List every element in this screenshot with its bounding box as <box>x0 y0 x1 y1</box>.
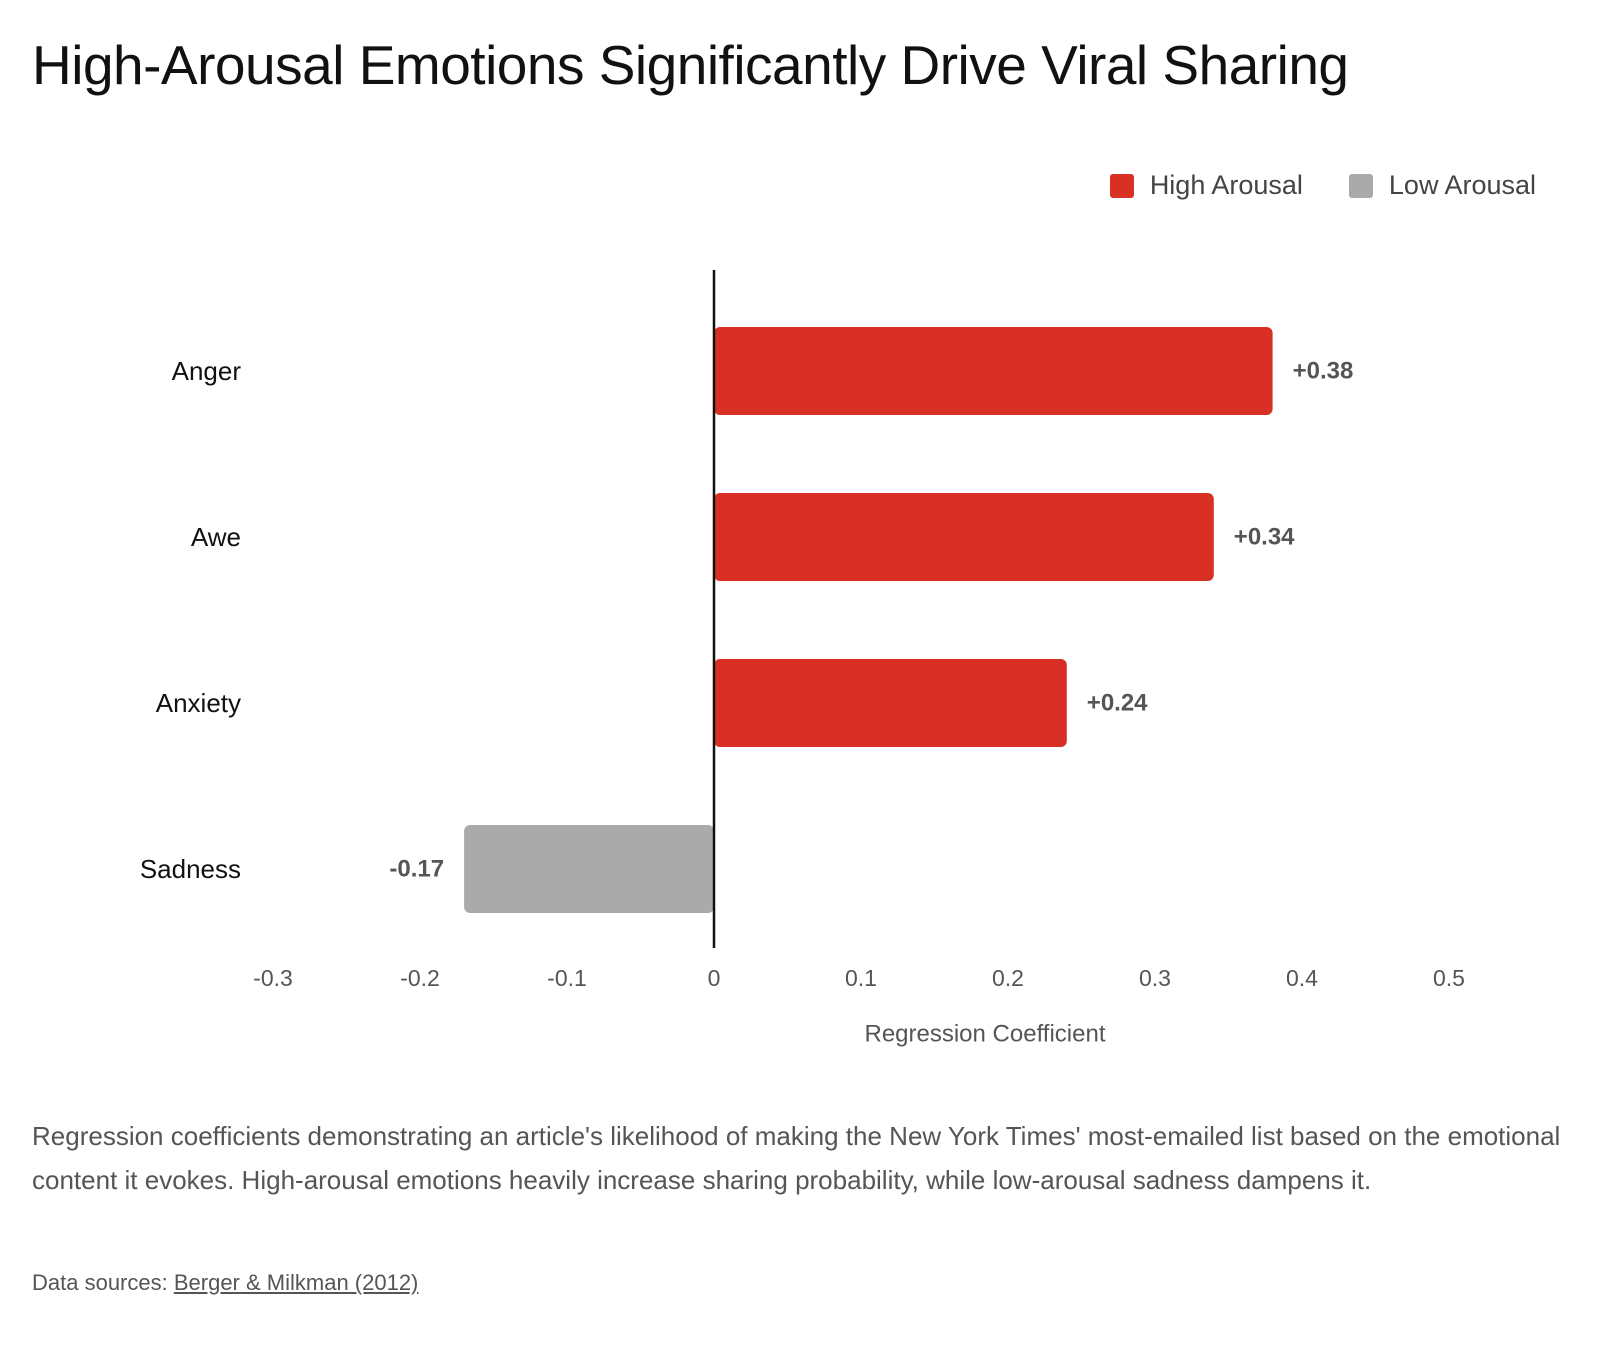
legend: High Arousal Low Arousal <box>1064 170 1536 201</box>
bar-anxiety <box>714 659 1067 747</box>
data-source-link[interactable]: Berger & Milkman (2012) <box>173 1270 419 1295</box>
data-source-prefix: Data sources: <box>32 1270 174 1295</box>
value-label-anxiety: +0.24 <box>1087 690 1148 717</box>
x-tick-label: 0.2 <box>992 965 1024 991</box>
x-tick-label: 0.4 <box>1286 965 1318 991</box>
x-tick-label: -0.1 <box>547 965 587 991</box>
legend-item-high-arousal: High Arousal <box>1109 170 1303 201</box>
chart-caption: Regression coefficients demonstrating an… <box>32 1121 1561 1195</box>
bar-awe <box>714 493 1214 581</box>
x-tick-label: 0.5 <box>1433 965 1465 991</box>
x-tick-label: 0.3 <box>1139 965 1171 991</box>
bar-chart: Anger +0.38 Awe +0.34 Anxiety +0.24 Sadness -0.… <box>140 270 1465 1048</box>
data-source: Data sources: Berger & Milkman (2012) <box>32 1270 418 1296</box>
category-label-sadness: Sadness <box>140 854 241 884</box>
bar-anger <box>714 327 1273 415</box>
chart-title: High-Arousal Emotions Significantly Driv… <box>32 34 1349 96</box>
value-label-sadness: -0.17 <box>389 856 444 883</box>
x-tick-label: 0 <box>708 965 721 991</box>
legend-label-high-arousal: High Arousal <box>1149 170 1303 200</box>
value-label-anger: +0.38 <box>1293 358 1354 385</box>
category-label-awe: Awe <box>191 522 241 552</box>
category-label-anxiety: Anxiety <box>156 688 241 718</box>
legend-swatch-low-arousal <box>1348 173 1373 198</box>
category-label-anger: Anger <box>172 356 242 386</box>
value-label-awe: +0.34 <box>1234 524 1295 551</box>
x-tick-label: -0.3 <box>253 965 293 991</box>
x-tick-label: -0.2 <box>400 965 440 991</box>
legend-label-low-arousal: Low Arousal <box>1388 170 1536 200</box>
legend-item-low-arousal: Low Arousal <box>1348 170 1536 201</box>
x-tick-label: 0.1 <box>845 965 877 991</box>
x-axis-title: Regression Coefficient <box>864 1021 1105 1048</box>
legend-swatch-high-arousal <box>1109 173 1134 198</box>
bar-sadness <box>464 825 714 913</box>
